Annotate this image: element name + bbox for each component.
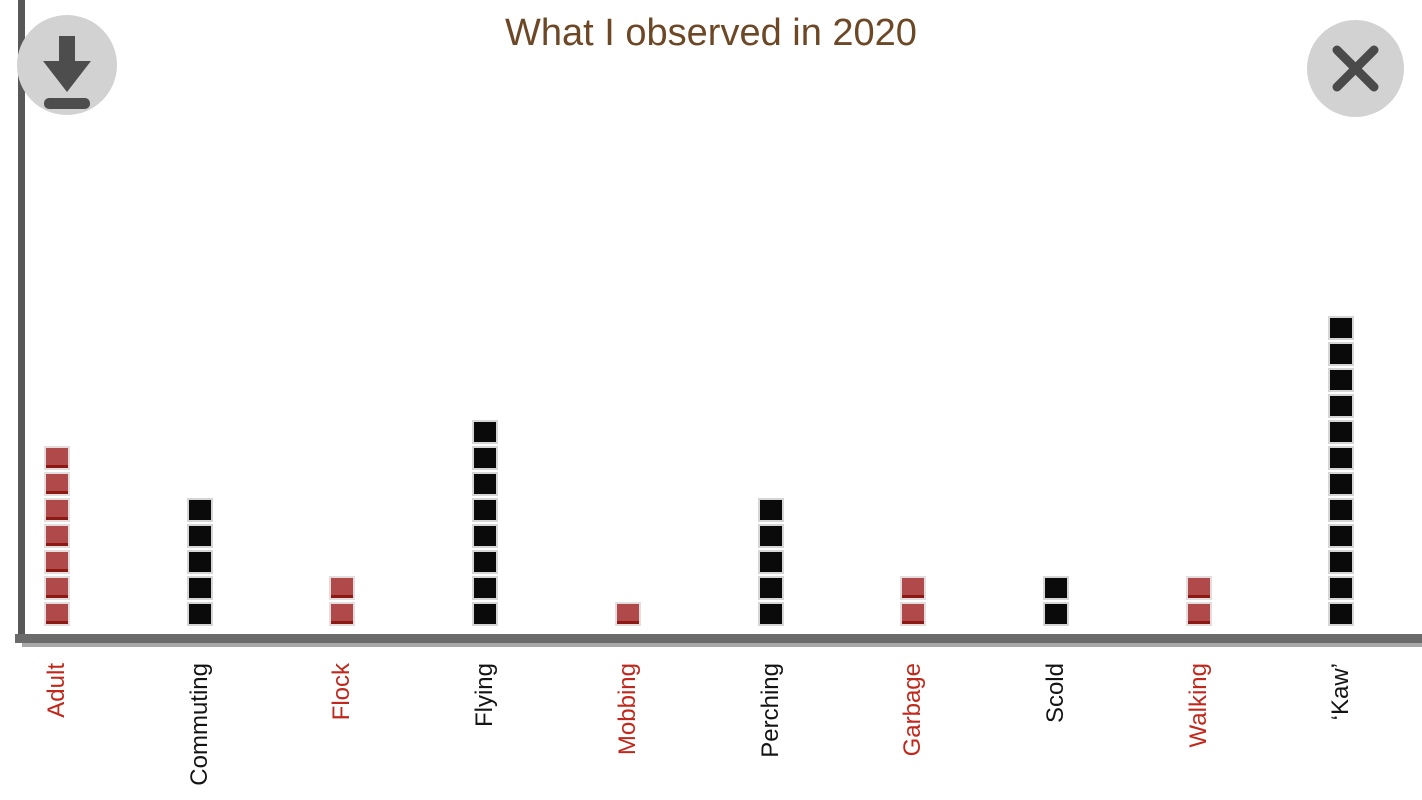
unit-square — [472, 576, 499, 600]
x-label-adult: Adult — [43, 663, 70, 718]
unit-square — [1328, 472, 1355, 496]
unit-square — [1328, 342, 1355, 366]
x-label-flying: Flying — [471, 663, 499, 728]
unit-square — [472, 602, 499, 626]
unit-square — [329, 602, 356, 626]
x-label-walking: Walking — [1184, 663, 1212, 748]
unit-square — [1328, 394, 1355, 418]
unit-square — [900, 576, 927, 600]
y-axis — [18, 0, 25, 642]
download-icon — [17, 15, 117, 115]
unit-square — [1328, 420, 1355, 444]
unit-square — [186, 550, 213, 574]
x-label-perching: Perching — [756, 663, 784, 758]
unit-square — [472, 498, 499, 522]
unit-square — [614, 602, 641, 626]
unit-square — [1328, 316, 1355, 340]
unit-square — [1328, 576, 1355, 600]
bar-mobbing — [614, 602, 641, 626]
bar-walking — [1185, 576, 1212, 626]
unit-square — [329, 576, 356, 600]
unit-square — [1328, 550, 1355, 574]
unit-square — [1328, 498, 1355, 522]
unit-square — [900, 602, 927, 626]
unit-square — [472, 446, 499, 470]
bar-perching — [757, 498, 784, 626]
x-label-garbage: Garbage — [899, 663, 927, 757]
x-label-mobbing: Mobbing — [613, 663, 641, 756]
x-axis — [15, 634, 1422, 643]
unit-square — [1185, 576, 1212, 600]
close-icon — [1307, 20, 1404, 117]
close-button[interactable] — [1307, 20, 1404, 117]
bar-scold — [1042, 576, 1069, 626]
unit-square — [1328, 602, 1355, 626]
x-label-flock: Flock — [328, 663, 356, 721]
unit-square — [186, 576, 213, 600]
unit-square — [1185, 602, 1212, 626]
unit-square — [757, 524, 784, 548]
unit-square — [44, 550, 70, 574]
bar-garbage — [900, 576, 927, 626]
chart-title: What I observed in 2020 — [505, 12, 917, 54]
x-label-commuting: Commuting — [185, 663, 213, 786]
unit-square — [44, 498, 70, 522]
unit-square — [1042, 602, 1069, 626]
x-label-scold: Scold — [1041, 663, 1069, 724]
bar-adult — [44, 446, 70, 626]
unit-square — [1328, 524, 1355, 548]
unit-square — [472, 420, 499, 444]
unit-square — [186, 498, 213, 522]
unit-square — [757, 602, 784, 626]
unit-square — [1328, 368, 1355, 392]
unit-square — [1042, 576, 1069, 600]
unit-square — [44, 446, 70, 470]
unit-square — [186, 524, 213, 548]
unit-square — [757, 576, 784, 600]
bar-kaw — [1328, 316, 1355, 626]
bar-commuting — [186, 498, 213, 626]
bar-flock — [329, 576, 356, 626]
unit-square — [757, 498, 784, 522]
bar-flying — [472, 420, 499, 626]
unit-square — [757, 550, 784, 574]
unit-square — [44, 472, 70, 496]
unit-square — [186, 602, 213, 626]
unit-square — [472, 550, 499, 574]
unit-square — [44, 602, 70, 626]
unit-square — [472, 472, 499, 496]
download-button[interactable] — [17, 15, 117, 115]
unit-square — [472, 524, 499, 548]
unit-square — [1328, 446, 1355, 470]
unit-square — [44, 576, 70, 600]
unit-square — [44, 524, 70, 548]
x-label-kaw: ‘Kaw’ — [1327, 663, 1355, 721]
